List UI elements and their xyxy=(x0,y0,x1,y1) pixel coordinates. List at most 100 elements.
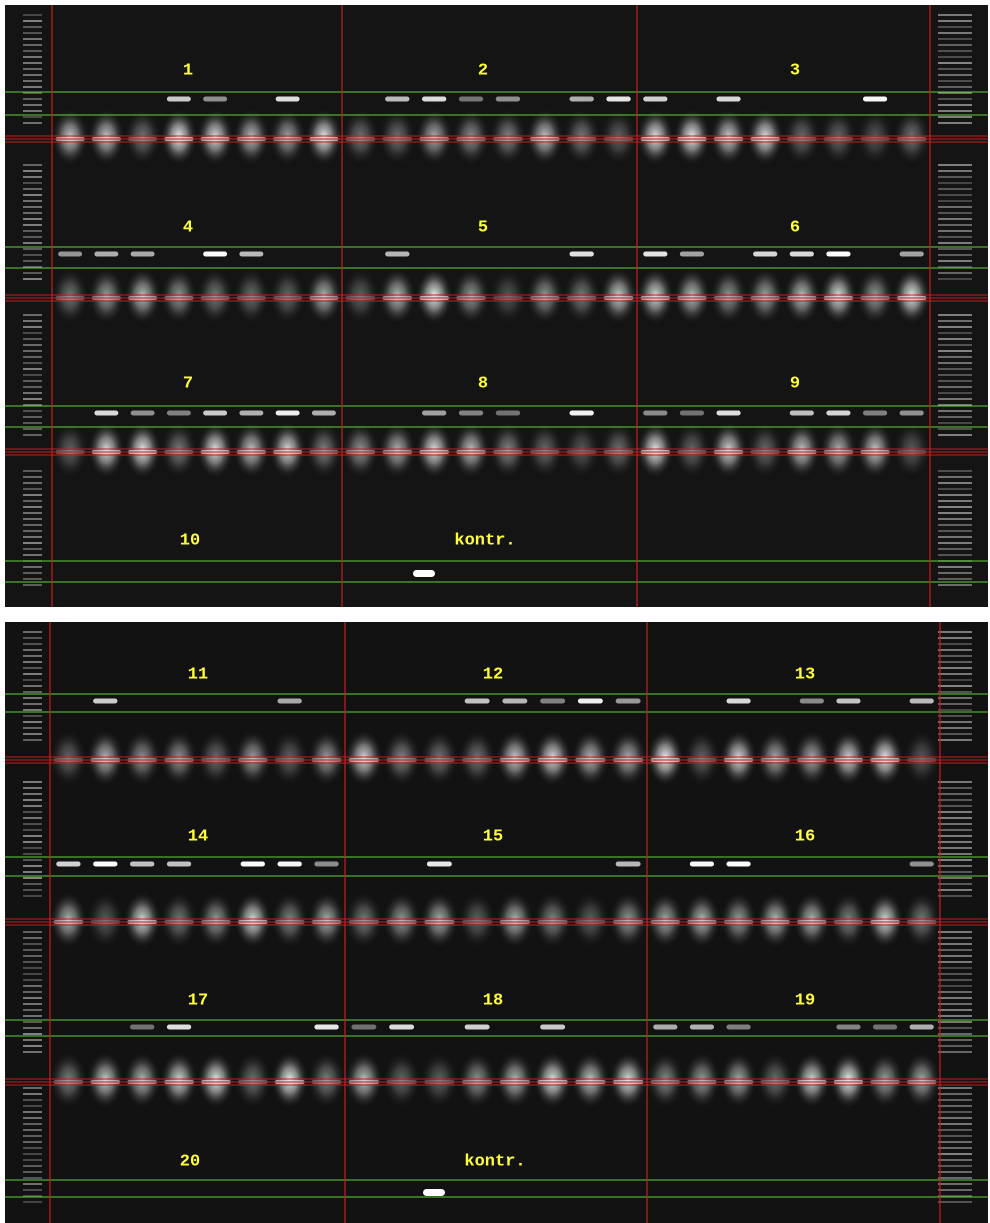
dna-band xyxy=(131,411,155,416)
dna-band xyxy=(643,411,667,416)
dna-band xyxy=(130,862,154,867)
sample-label: 16 xyxy=(795,827,815,846)
dna-band xyxy=(643,97,667,102)
dna-band xyxy=(863,411,887,416)
dna-band xyxy=(570,252,594,257)
dna-band xyxy=(56,862,80,867)
sample-label: 7 xyxy=(183,374,193,393)
dna-band xyxy=(616,862,641,867)
dna-band xyxy=(863,97,887,102)
dna-band xyxy=(540,699,565,704)
sample-label: 3 xyxy=(790,61,800,80)
dna-band xyxy=(826,411,850,416)
dna-band xyxy=(93,699,117,704)
dna-band xyxy=(680,252,704,257)
sample-label: 10 xyxy=(180,531,200,550)
dna-band xyxy=(910,1025,934,1030)
sample-label: 9 xyxy=(790,374,800,393)
dna-band xyxy=(131,252,155,257)
sample-label: 1 xyxy=(183,61,193,80)
sample-label: kontr. xyxy=(464,1152,525,1171)
dna-band xyxy=(496,411,520,416)
sample-label: 13 xyxy=(795,665,815,684)
dna-band xyxy=(93,862,117,867)
dna-band xyxy=(312,411,336,416)
dna-band xyxy=(58,252,82,257)
dna-band xyxy=(726,862,750,867)
dna-band xyxy=(680,411,704,416)
dna-band xyxy=(203,97,227,102)
dna-band xyxy=(167,862,191,867)
dna-band xyxy=(422,97,446,102)
sample-label: 14 xyxy=(188,827,208,846)
dna-band xyxy=(643,252,667,257)
dna-band xyxy=(836,699,860,704)
sample-label: 19 xyxy=(795,991,815,1010)
sample-label: kontr. xyxy=(454,531,515,550)
dna-band xyxy=(606,97,630,102)
control-band xyxy=(423,1189,445,1196)
dna-band xyxy=(578,699,603,704)
dna-band xyxy=(239,411,263,416)
sample-label: 8 xyxy=(478,374,488,393)
sample-label: 11 xyxy=(188,665,208,684)
dna-band xyxy=(167,1025,191,1030)
dna-band xyxy=(826,252,850,257)
dna-band xyxy=(496,97,520,102)
sample-label: 6 xyxy=(790,218,800,237)
control-band xyxy=(413,570,435,577)
dna-band xyxy=(94,252,118,257)
dna-band xyxy=(616,699,641,704)
dna-band xyxy=(836,1025,860,1030)
sample-label: 20 xyxy=(180,1152,200,1171)
dna-band xyxy=(203,411,227,416)
sample-label: 18 xyxy=(483,991,503,1010)
dna-band xyxy=(459,97,483,102)
dna-band xyxy=(716,97,740,102)
dna-band xyxy=(790,252,814,257)
dna-band xyxy=(873,1025,897,1030)
sample-label: 2 xyxy=(478,61,488,80)
dna-band xyxy=(459,411,483,416)
dna-band xyxy=(241,862,265,867)
dna-band xyxy=(278,862,302,867)
dna-band xyxy=(167,97,191,102)
dna-band xyxy=(203,252,227,257)
dna-band xyxy=(385,97,409,102)
dna-band xyxy=(540,1025,565,1030)
dna-band xyxy=(130,1025,154,1030)
gel-image: 12345678910kontr.11121314151617181920kon… xyxy=(0,0,990,1223)
dna-band xyxy=(276,97,300,102)
dna-band xyxy=(570,411,594,416)
dna-band xyxy=(389,1025,414,1030)
dna-band xyxy=(94,411,118,416)
dna-band xyxy=(465,699,490,704)
dna-band xyxy=(653,1025,677,1030)
dna-band xyxy=(276,411,300,416)
dna-band xyxy=(167,411,191,416)
dna-band xyxy=(790,411,814,416)
dna-band xyxy=(314,1025,338,1030)
dna-band xyxy=(385,252,409,257)
sample-label: 4 xyxy=(183,218,193,237)
dna-band xyxy=(502,699,527,704)
dna-band xyxy=(726,699,750,704)
sample-label: 5 xyxy=(478,218,488,237)
dna-band xyxy=(800,699,824,704)
dna-band xyxy=(690,862,714,867)
dna-band xyxy=(900,252,924,257)
dna-band xyxy=(422,411,446,416)
dna-band xyxy=(351,1025,376,1030)
page: {"gels": [ {"labels": ["1", "2", "3", "4… xyxy=(0,0,990,1223)
dna-band xyxy=(427,862,452,867)
dna-band xyxy=(910,862,934,867)
dna-band xyxy=(726,1025,750,1030)
dna-band xyxy=(239,252,263,257)
dna-band xyxy=(753,252,777,257)
dna-band xyxy=(910,699,934,704)
dna-band xyxy=(900,411,924,416)
dna-band xyxy=(465,1025,490,1030)
dna-band xyxy=(314,862,338,867)
dna-band xyxy=(278,699,302,704)
sample-label: 12 xyxy=(483,665,503,684)
